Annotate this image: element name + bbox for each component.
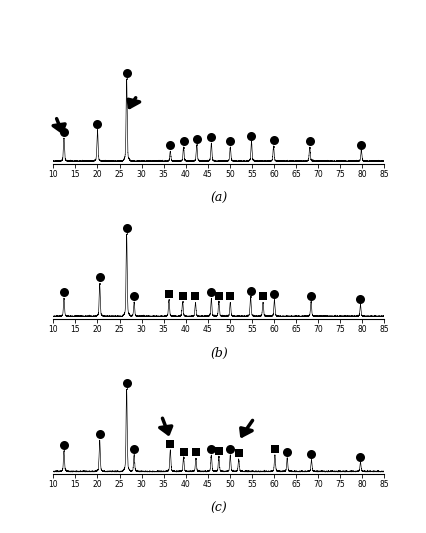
- Text: (b): (b): [210, 347, 227, 360]
- Text: (a): (a): [210, 192, 227, 205]
- Text: (c): (c): [210, 503, 227, 515]
